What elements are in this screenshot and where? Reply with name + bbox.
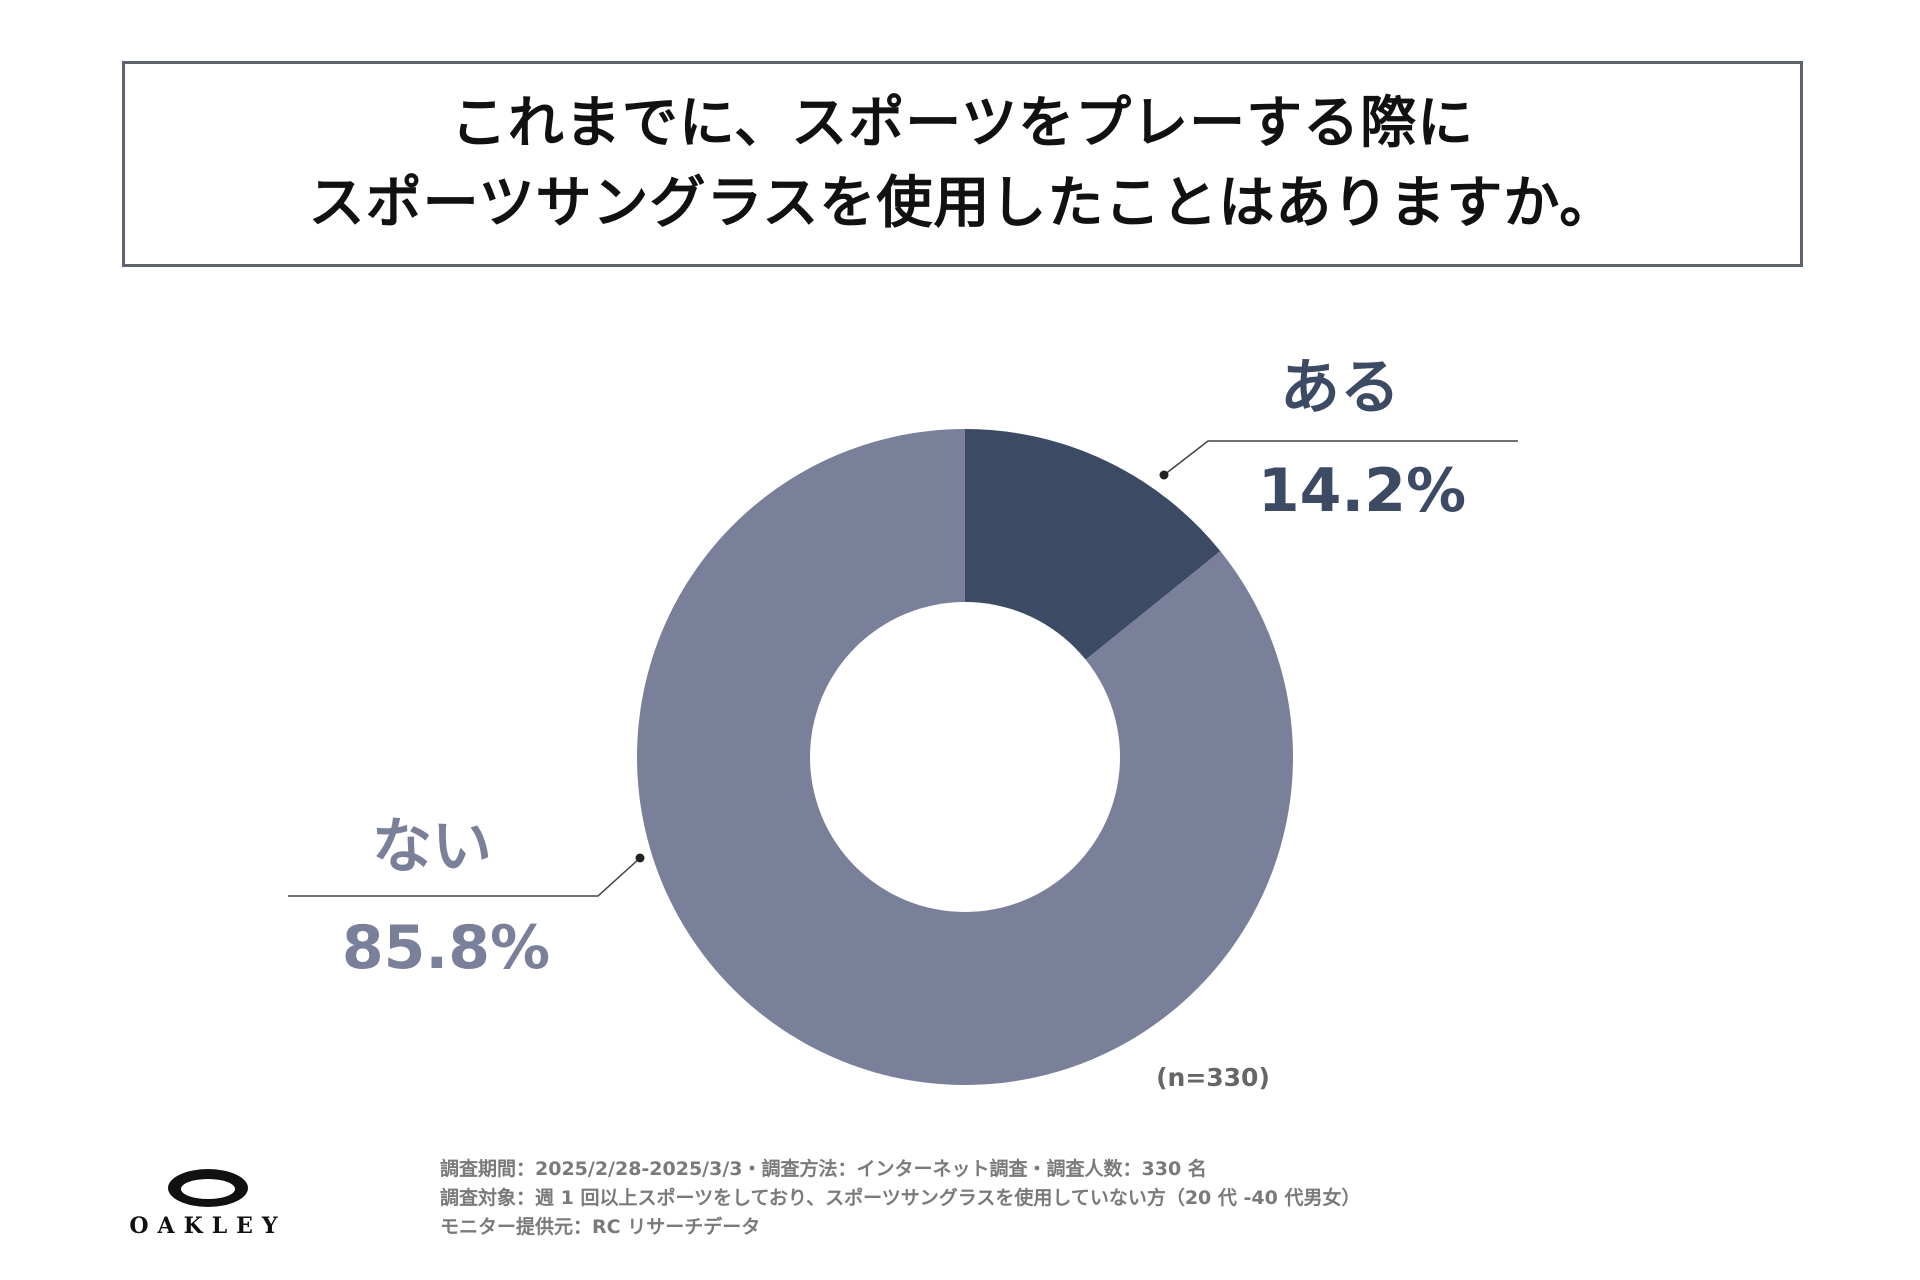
question-title-line-1: これまでに、スポーツをプレーする際に: [450, 91, 1475, 157]
question-title-line-2: スポーツサングラスを使用したことはありますか。: [308, 171, 1617, 236]
footnote-line-3: モニター提供元：RC リサーチデータ: [440, 1216, 761, 1238]
oakley-logo-text: OAKLEY: [129, 1213, 287, 1239]
sample-size-label: (n=330): [1156, 1063, 1270, 1092]
donut-hole: [810, 602, 1120, 912]
callout-line-aru: [1163, 440, 1518, 476]
slice-value-nai: 85.8%: [342, 913, 550, 983]
oakley-ellipse-icon: [168, 1169, 248, 1207]
slice-value-aru: 14.2%: [1258, 456, 1466, 526]
oakley-logo: OAKLEY: [118, 1163, 298, 1243]
footnote-line-1: 調査期間：2025/2/28-2025/3/3・調査方法：インターネット調査・調…: [440, 1158, 1207, 1180]
callout-dot-aru: [1159, 470, 1169, 480]
callout-line-nai: [288, 857, 641, 897]
footnote-line-2: 調査対象：週 1 回以上スポーツをしており、スポーツサングラスを使用していない方…: [440, 1187, 1361, 1209]
slice-label-aru: ある: [1280, 353, 1400, 423]
question-title-box: これまでに、スポーツをプレーする際に スポーツサングラスを使用したことはあります…: [122, 61, 1803, 267]
survey-footnote: 調査期間：2025/2/28-2025/3/3・調査方法：インターネット調査・調…: [440, 1155, 1360, 1242]
callout-dot-nai: [635, 853, 645, 863]
slice-label-nai: ない: [372, 812, 492, 882]
